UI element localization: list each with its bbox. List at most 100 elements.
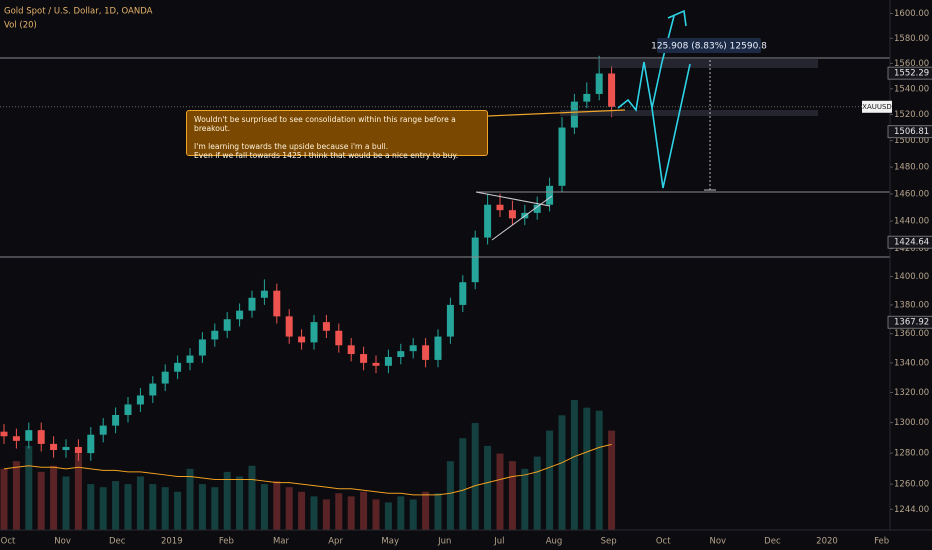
y-tick-label: 1480.00 [894,163,929,173]
candle-body [583,93,591,102]
x-tick-label: Dec [109,537,126,547]
candle-body [161,371,169,384]
price-tag-box [887,125,932,139]
volume-bar [298,491,306,530]
y-tick-label: 1320.00 [894,388,929,398]
candle-body [74,446,82,454]
volume-bar [149,484,157,530]
volume-bar [471,422,479,530]
candle-body [285,316,293,337]
candle-body [446,304,454,337]
candle-body [236,310,244,320]
symbol-tag-box [862,100,892,113]
x-tick-label: Mar [273,537,290,547]
y-tick-label: 1440.00 [894,217,929,227]
callout-line [487,109,626,117]
volume-bar [310,496,318,530]
annotation-text: Even if we fall towards 1425 I think tha… [194,151,459,160]
candle-body [87,434,95,454]
price-tag: 1367.92 [894,318,929,328]
projection-path [617,15,675,112]
x-tick-label: Sep [601,537,617,547]
volume-bar [174,491,182,530]
x-tick-label: 2020 [816,537,838,547]
volume-bar [595,410,603,530]
volume-bar [198,484,206,530]
x-tick-label: Aug [546,537,563,547]
volume-bar [236,476,244,530]
candle-body [372,362,380,366]
candle-body [434,336,442,360]
candle-body [99,425,107,435]
volume-bar [211,487,219,530]
candle-body [198,339,206,356]
price-tag: 1552.29 [894,69,929,79]
x-tick-label: Oct [656,537,671,547]
volume-bar [37,471,45,530]
volume-bar [161,487,169,530]
x-tick-label: Feb [219,537,234,547]
projection-path [651,63,691,189]
volume-bar [248,465,256,530]
volume-bar [335,493,343,530]
price-tag-box [887,315,932,329]
x-tick-label: May [381,537,399,547]
x-tick-label: Nov [54,537,71,547]
y-tick-label: 1380.00 [894,300,929,310]
y-tick-label: 1580.00 [894,34,929,44]
volume-bar [459,438,467,530]
volume-bar [12,461,20,530]
range-box [598,58,818,68]
candle-body [62,446,70,451]
candle-body [397,351,405,357]
candle-body [273,290,281,317]
price-axis [890,0,932,530]
candle-body [347,345,355,355]
candle-body [558,127,566,186]
price-tag-box [887,66,932,80]
candle-body [186,355,194,363]
candle-body [608,73,616,107]
plot [0,55,890,530]
candle-body [496,204,504,211]
volume-bar [533,456,541,530]
volume-ma [3,443,612,496]
volume-bar [99,487,107,530]
candle-body [484,204,492,238]
volume-bar [496,453,504,530]
volume-bar [285,487,293,530]
volume-bar [112,481,120,530]
volume-bar [608,430,616,530]
volume-bar [570,400,578,530]
volume-bar [546,430,554,530]
candle-body [595,73,603,94]
y-tick-label: 1420.00 [894,244,929,254]
y-tick-label: 1280.00 [894,449,929,459]
x-tick-label: Jul [493,537,504,547]
price-tag: 1506.81 [894,127,929,137]
price-tag-box [887,235,932,249]
y-tick-label: 1520.00 [894,110,929,120]
candle-body [459,282,467,305]
candle-body [174,362,182,372]
candle-body [0,431,8,437]
volume-bar [136,476,144,530]
volume-bar [347,496,355,530]
volume-bar [558,415,566,530]
volume-bar [583,407,591,530]
candle-body [335,330,343,346]
candle-body [360,354,368,363]
volume-bar [322,499,330,530]
x-tick-label: Oct [1,537,16,547]
x-tick-label: Jun [437,537,451,547]
volume-bar [484,445,492,530]
y-tick-label: 1400.00 [894,272,929,282]
measure-box [657,38,761,53]
volume-bar [87,484,95,530]
volume-bar [508,461,516,530]
y-tick-label: 1560.00 [894,59,929,69]
candle-body [422,345,430,360]
annotation: Wouldn't be surprised to see consolidati… [186,110,488,160]
